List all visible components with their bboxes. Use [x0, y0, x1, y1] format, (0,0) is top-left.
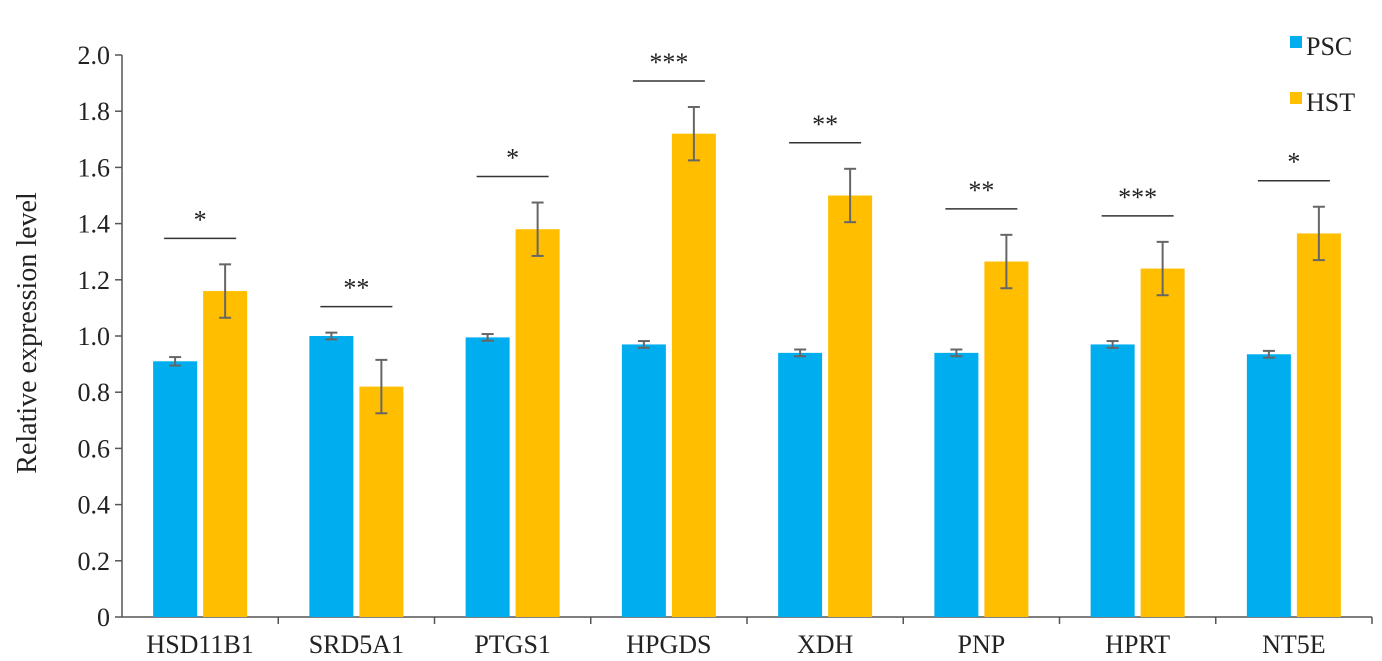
significance-label: * [194, 205, 207, 234]
bar-hst [984, 261, 1029, 617]
significance-label: ** [812, 110, 838, 139]
bars [153, 105, 1341, 617]
bar-psc [1090, 344, 1135, 617]
bar-psc [621, 344, 666, 617]
bar-hst [1296, 233, 1341, 617]
legend: PSC HST [1290, 32, 1355, 117]
x-tick-label: XDH [797, 630, 854, 659]
significance-label: *** [649, 48, 688, 77]
legend-swatch-psc [1290, 36, 1302, 48]
x-tick-label: NT5E [1262, 630, 1326, 659]
bar-hst [828, 195, 873, 617]
bar-hst [203, 291, 248, 617]
y-tick-label: 0.6 [78, 434, 111, 463]
bar-hst [1140, 268, 1185, 617]
y-tick-label: 0.4 [78, 491, 111, 520]
bar-psc [465, 337, 510, 617]
y-tick-label: 1.2 [78, 266, 111, 295]
bar-psc [309, 336, 354, 617]
bar-psc [934, 352, 979, 617]
y-tick-label: 0 [97, 603, 110, 632]
y-tick-label: 0.8 [78, 378, 111, 407]
y-tick-label: 2.0 [78, 41, 111, 70]
legend-label: PSC [1306, 32, 1352, 61]
significance-label: *** [1118, 183, 1157, 212]
y-tick-label: 1.0 [78, 322, 111, 351]
y-tick-label: 0.2 [78, 547, 111, 576]
x-tick-label: HSD11B1 [146, 630, 253, 659]
bar-psc [778, 352, 823, 617]
x-tick-label: SRD5A1 [309, 630, 404, 659]
y-tick-label: 1.4 [78, 210, 111, 239]
y-tick-label: 1.8 [78, 97, 111, 126]
bar-hst [671, 133, 716, 617]
bar-hst [359, 386, 404, 617]
labels: HSD11B1*SRD5A1**PTGS1*HPGDS***XDH**PNP**… [146, 48, 1330, 659]
bar-psc [1246, 354, 1291, 617]
x-tick-label: PTGS1 [474, 630, 551, 659]
x-tick-label: HPGDS [626, 630, 711, 659]
bar-psc [153, 361, 198, 617]
y-axis-title: Relative expression level [12, 192, 43, 474]
x-tick-label: HPRT [1105, 630, 1170, 659]
x-tick-label: PNP [958, 630, 1006, 659]
significance-label: ** [343, 274, 369, 303]
significance-label: * [1287, 148, 1300, 177]
significance-label: ** [968, 176, 994, 205]
legend-swatch-hst [1290, 92, 1302, 104]
significance-label: * [506, 144, 519, 173]
bar-hst [515, 229, 560, 617]
y-tick-label: 1.6 [78, 153, 111, 182]
legend-label: HST [1306, 88, 1355, 117]
